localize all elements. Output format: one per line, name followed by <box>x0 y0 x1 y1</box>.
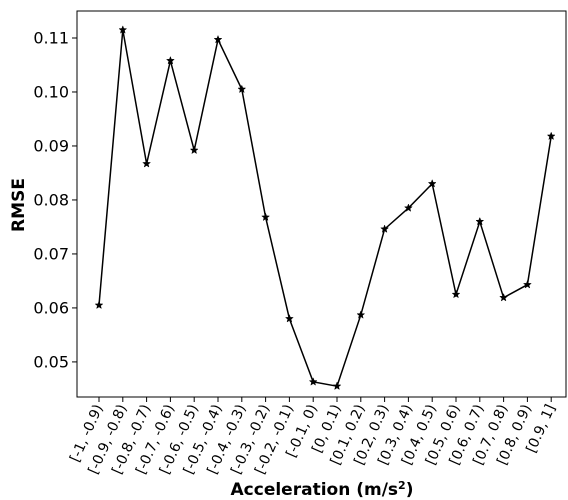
series-line <box>98 29 552 388</box>
x-axis-ticks: [-1, -0.9)[-0.9, -0.8)[-0.8, -0.7)[-0.7,… <box>67 397 559 477</box>
data-point <box>261 212 271 222</box>
data-point <box>308 377 318 386</box>
data-point <box>522 280 532 289</box>
y-tick-label: 0.06 <box>33 298 69 317</box>
y-tick-label: 0.05 <box>33 352 69 371</box>
y-tick-label: 0.10 <box>33 82 69 101</box>
data-point <box>284 314 294 323</box>
y-axis-title: RMSE <box>9 178 29 232</box>
x-axis-title: Acceleration (m/s2) <box>231 479 414 500</box>
data-point <box>427 179 437 188</box>
data-point <box>94 300 104 310</box>
x-axis-title-superscript: 2 <box>398 479 406 492</box>
data-point <box>403 203 413 212</box>
x-axis-title-suffix: ) <box>406 480 414 500</box>
y-axis-ticks: 0.05 0.06 0.07 0.08 0.09 0.10 0.11 <box>33 28 77 371</box>
data-point <box>237 84 247 94</box>
y-tick-label: 0.11 <box>33 28 69 47</box>
y-tick-label: 0.07 <box>33 244 69 263</box>
y-tick-label: 0.08 <box>33 190 69 209</box>
data-point <box>189 145 199 155</box>
plot-frame <box>76 10 567 398</box>
data-point <box>546 131 556 141</box>
data-point <box>213 34 223 44</box>
data-point <box>142 159 152 168</box>
data-point <box>380 224 390 233</box>
plot-area <box>76 10 567 398</box>
data-point <box>499 292 509 302</box>
data-point <box>118 25 128 34</box>
x-axis-title-main: Acceleration (m/s <box>231 480 399 500</box>
data-point <box>451 289 461 299</box>
data-point <box>475 216 485 226</box>
data-point <box>332 381 342 391</box>
data-point <box>165 55 175 65</box>
data-point <box>356 310 366 319</box>
y-tick-label: 0.09 <box>33 136 69 155</box>
